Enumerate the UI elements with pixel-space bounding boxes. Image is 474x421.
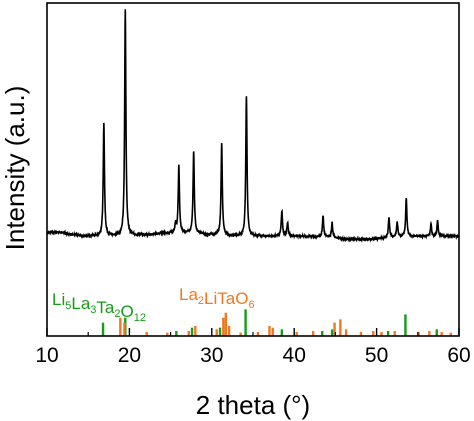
x-tick-label-20: 20	[118, 344, 141, 367]
x-tick-label-30: 30	[200, 344, 223, 367]
x-tick-label-10: 10	[35, 344, 58, 367]
x-axis-title: 2 theta (°)	[196, 390, 310, 420]
plot-frame	[46, 2, 460, 337]
legend-label-2: La2LiTaO6	[179, 285, 255, 311]
plot-area	[46, 9, 460, 336]
x-tick-label-60: 60	[447, 344, 470, 367]
x-tick-labels: 10 20 30 40 50 60	[35, 344, 470, 367]
legend: Li5La3Ta2O12 La2LiTaO6	[52, 285, 255, 324]
x-tick-label-50: 50	[365, 344, 388, 367]
x-tick-label-40: 40	[283, 344, 306, 367]
legend-label-1: Li5La3Ta2O12	[52, 290, 146, 324]
pattern-line	[46, 9, 460, 243]
x-ticks	[46, 328, 460, 336]
y-axis-title: Intensity (a.u.)	[0, 86, 30, 251]
